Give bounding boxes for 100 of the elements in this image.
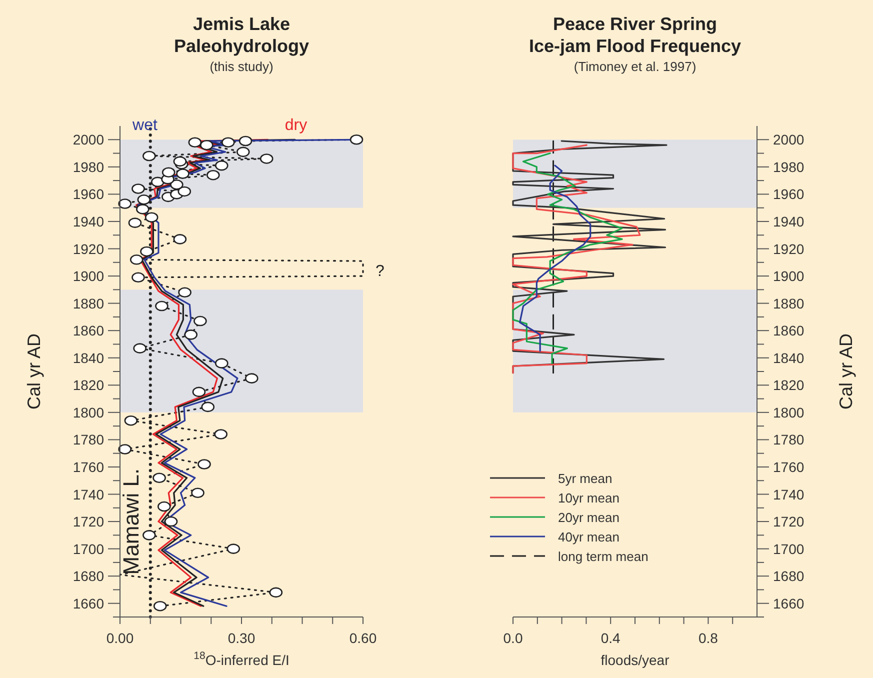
y-tick-label: 2000 — [72, 132, 104, 148]
y-tick-label: 1740 — [72, 486, 104, 502]
y-tick-label: 1700 — [773, 540, 804, 557]
point — [142, 530, 156, 540]
point — [236, 146, 250, 158]
x-tick-label: 0.00 — [106, 630, 134, 646]
point — [226, 544, 240, 554]
y-tick-label: 1980 — [773, 158, 804, 175]
legend-label: 5yr mean — [558, 471, 612, 486]
y-tick-label: 1720 — [773, 514, 804, 530]
y-tick-label: 1900 — [72, 268, 104, 284]
legend-label: 10yr mean — [558, 490, 620, 506]
y-tick-label: 1900 — [773, 268, 804, 284]
x-axis-title: floods/year — [600, 652, 670, 668]
legend-label: long term mean — [558, 549, 648, 564]
y-tick-label: 1780 — [72, 432, 104, 448]
y-tick-label: 1760 — [72, 458, 104, 475]
x-axis-title: $^{18}$O-inferred E/I — [194, 650, 290, 668]
point — [178, 287, 192, 298]
text: ? — [376, 263, 385, 280]
y-tick-label: 1960 — [773, 186, 804, 202]
point — [164, 516, 178, 527]
x-tick-label: 0.0 — [503, 630, 523, 646]
y-tick-label: 1800 — [773, 404, 804, 420]
point — [215, 358, 228, 368]
point — [221, 137, 235, 148]
point — [157, 501, 171, 512]
chart-title: Jemis Lake Paleohydrology — [174, 14, 310, 56]
point — [162, 167, 176, 178]
y-tick-label: 1740 — [773, 486, 804, 502]
x-tick-label: 0.8 — [698, 630, 718, 646]
annotation: wet — [132, 117, 158, 134]
point — [124, 415, 138, 426]
x-tick-label: 0.30 — [228, 630, 256, 646]
point — [142, 150, 156, 162]
ref-line-label: Mamawi L. — [118, 468, 144, 575]
point — [350, 134, 364, 145]
y-tick-label: 1880 — [773, 295, 804, 312]
point — [244, 373, 258, 384]
point — [137, 194, 151, 205]
y-tick-label: 1980 — [72, 158, 104, 175]
y-tick-label: 1660 — [72, 595, 104, 612]
point — [201, 402, 215, 412]
point — [200, 140, 214, 150]
point — [238, 136, 252, 146]
point — [118, 444, 132, 454]
y-tick-label: 1960 — [72, 186, 104, 202]
y-tick-label: 1840 — [72, 350, 104, 366]
point — [214, 429, 228, 440]
point — [260, 154, 274, 164]
point — [152, 472, 166, 484]
y-tick-label: 1780 — [773, 432, 804, 448]
point — [132, 272, 145, 283]
chart-subtitle: (this study) — [210, 59, 274, 74]
x-tick-label: 0.4 — [600, 630, 621, 646]
y-tick-label: 1920 — [72, 240, 104, 257]
y-tick-label: 1880 — [72, 295, 104, 312]
y-tick-label: 1860 — [773, 322, 804, 339]
point — [118, 198, 132, 209]
y-tick-label: 1940 — [72, 213, 104, 230]
y-tick-label: 1860 — [72, 322, 104, 339]
legend-label: 40yr mean — [558, 530, 620, 544]
point — [144, 212, 158, 223]
point — [269, 587, 283, 598]
chart-title: Peace River Spring Ice-jam Flood Frequency — [528, 14, 742, 56]
legend-label: 20yr mean — [558, 510, 620, 525]
point — [184, 330, 198, 340]
y-tick-label: 1720 — [72, 514, 104, 530]
point — [188, 137, 202, 148]
y-tick-label: 2000 — [773, 132, 804, 148]
y-tick-label: 1840 — [773, 350, 804, 366]
chart-subtitle: (Timoney et al. 1997) — [574, 59, 696, 74]
y-tick-label: 1700 — [72, 540, 104, 557]
point — [191, 488, 204, 498]
y-axis-title: Cal yr AD — [836, 333, 856, 410]
y-tick-label: 1680 — [773, 568, 804, 584]
point — [194, 316, 207, 326]
point — [173, 234, 187, 244]
x-tick-label: 0.60 — [349, 630, 377, 646]
point — [132, 184, 145, 194]
point — [173, 156, 187, 167]
annotation: dry — [284, 117, 308, 134]
y-tick-label: 1820 — [773, 377, 804, 394]
point — [151, 176, 164, 188]
y-tick-label: 1820 — [72, 377, 104, 394]
y-tick-label: 1660 — [773, 595, 804, 612]
y-tick-label: 1760 — [773, 458, 804, 475]
point — [178, 186, 192, 197]
point — [130, 254, 144, 265]
y-tick-label: 1680 — [72, 568, 104, 584]
point — [176, 168, 190, 179]
point — [136, 204, 150, 214]
point — [170, 179, 184, 190]
y-tick-label: 1940 — [773, 213, 804, 230]
line-series — [512, 152, 623, 364]
point — [192, 386, 206, 398]
point — [198, 459, 211, 470]
point — [153, 600, 167, 612]
point — [128, 218, 142, 228]
point — [206, 170, 220, 180]
